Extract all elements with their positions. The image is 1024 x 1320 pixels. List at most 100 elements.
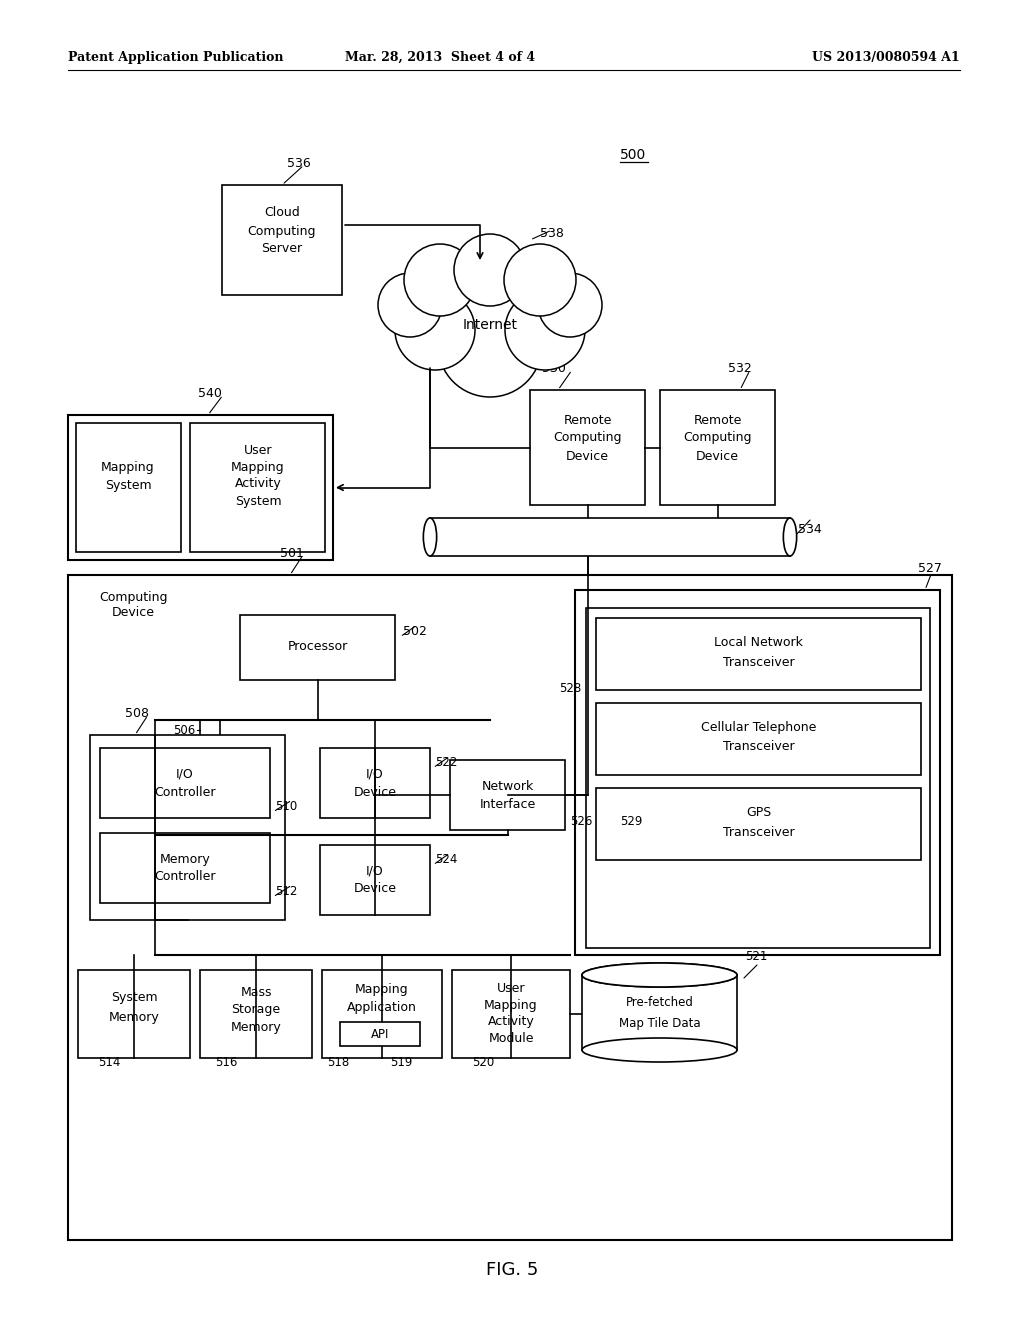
Text: Transceiver: Transceiver	[723, 825, 795, 838]
Text: Local Network: Local Network	[714, 636, 803, 649]
Text: I/O: I/O	[367, 767, 384, 780]
Circle shape	[505, 290, 585, 370]
Text: System: System	[234, 495, 282, 507]
Text: Map Tile Data: Map Tile Data	[618, 1016, 700, 1030]
Circle shape	[395, 290, 475, 370]
Bar	[68, 414, 333, 560]
Text: Device: Device	[353, 785, 396, 799]
Text: Activity: Activity	[487, 1015, 535, 1028]
Text: 514: 514	[98, 1056, 121, 1069]
Bar	[430, 517, 790, 556]
Ellipse shape	[582, 964, 737, 987]
Text: Application: Application	[347, 1002, 417, 1015]
Bar	[100, 748, 270, 818]
Text: 540: 540	[198, 387, 222, 400]
Text: User: User	[244, 444, 272, 457]
Ellipse shape	[423, 517, 436, 556]
Circle shape	[404, 244, 476, 315]
Bar	[240, 615, 395, 680]
Bar	[222, 185, 342, 294]
Circle shape	[395, 290, 475, 370]
Text: 506: 506	[173, 723, 195, 737]
Bar	[78, 970, 190, 1059]
Bar	[100, 833, 270, 903]
Text: 521: 521	[745, 950, 767, 964]
Text: US 2013/0080594 A1: US 2013/0080594 A1	[812, 50, 961, 63]
Text: 519: 519	[390, 1056, 413, 1069]
Text: Computing: Computing	[683, 432, 752, 445]
Text: 512: 512	[275, 884, 297, 898]
Text: 500: 500	[620, 148, 646, 162]
Text: 524: 524	[435, 853, 458, 866]
Text: Mapping: Mapping	[101, 461, 155, 474]
Ellipse shape	[783, 517, 797, 556]
Text: Storage: Storage	[231, 1003, 281, 1016]
Text: FIG. 5: FIG. 5	[485, 1261, 539, 1279]
Text: I/O: I/O	[176, 767, 194, 780]
Text: Mar. 28, 2013  Sheet 4 of 4: Mar. 28, 2013 Sheet 4 of 4	[345, 50, 536, 63]
Text: Transceiver: Transceiver	[723, 656, 795, 668]
Text: Interface: Interface	[479, 797, 536, 810]
Text: Server: Server	[261, 243, 302, 256]
Text: Memory: Memory	[109, 1011, 160, 1024]
Text: Transceiver: Transceiver	[723, 741, 795, 754]
Text: Cloud: Cloud	[264, 206, 300, 219]
Text: Mapping: Mapping	[484, 998, 538, 1011]
Text: 501: 501	[280, 546, 304, 560]
Circle shape	[538, 273, 602, 337]
Text: User: User	[497, 982, 525, 994]
Text: 526: 526	[570, 814, 592, 828]
Bar	[596, 788, 921, 861]
Text: Network: Network	[481, 780, 534, 792]
Text: 510: 510	[275, 800, 297, 813]
Bar	[575, 590, 940, 954]
Text: 528: 528	[559, 681, 581, 694]
Text: Mass: Mass	[241, 986, 271, 998]
Text: 532: 532	[728, 362, 752, 375]
Text: Device: Device	[353, 883, 396, 895]
Text: 518: 518	[327, 1056, 349, 1069]
Text: GPS: GPS	[745, 807, 771, 820]
Bar	[596, 618, 921, 690]
Text: Mapping: Mapping	[231, 461, 285, 474]
Text: Pre-fetched: Pre-fetched	[626, 997, 693, 1010]
Text: Processor: Processor	[288, 640, 347, 653]
Bar	[430, 517, 790, 556]
Bar	[200, 719, 220, 741]
Text: Computing: Computing	[248, 224, 316, 238]
Bar	[90, 735, 285, 920]
Circle shape	[378, 273, 442, 337]
Bar	[596, 704, 921, 775]
Text: API: API	[371, 1027, 389, 1040]
Text: Activity: Activity	[234, 478, 282, 491]
Ellipse shape	[582, 964, 737, 987]
Text: Controller: Controller	[155, 870, 216, 883]
Text: 522: 522	[435, 756, 458, 770]
Text: Remote: Remote	[693, 413, 741, 426]
Bar	[340, 1022, 420, 1045]
Text: 516: 516	[215, 1056, 238, 1069]
Text: Computing: Computing	[98, 590, 167, 603]
Text: Computing: Computing	[553, 432, 622, 445]
Bar	[190, 422, 325, 552]
Circle shape	[504, 244, 575, 315]
Bar	[319, 748, 430, 818]
Bar	[530, 389, 645, 506]
Circle shape	[438, 293, 542, 397]
Bar	[319, 845, 430, 915]
Text: Controller: Controller	[155, 785, 216, 799]
Text: Device: Device	[566, 450, 609, 462]
Bar	[322, 970, 442, 1059]
Bar	[660, 389, 775, 506]
Text: I/O: I/O	[367, 865, 384, 878]
Bar	[450, 760, 565, 830]
Circle shape	[504, 244, 575, 315]
Circle shape	[404, 244, 476, 315]
Bar	[582, 975, 737, 1049]
Text: System: System	[104, 479, 152, 491]
Circle shape	[438, 293, 542, 397]
Text: Internet: Internet	[463, 318, 517, 333]
Ellipse shape	[582, 1038, 737, 1063]
Text: System: System	[111, 991, 158, 1005]
Text: Mapping: Mapping	[355, 983, 409, 997]
